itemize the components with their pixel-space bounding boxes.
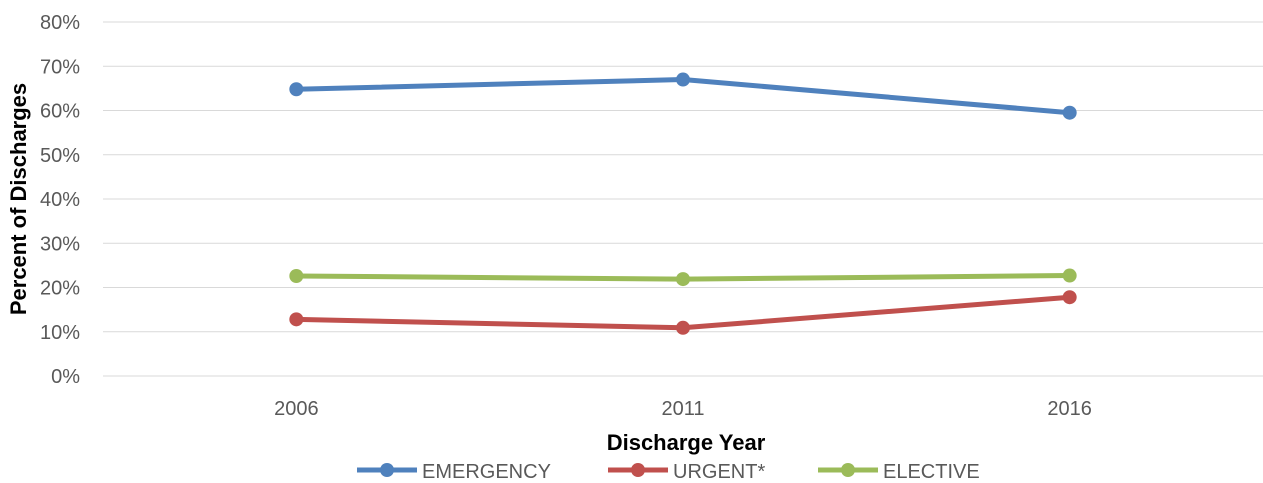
x-axis-title: Discharge Year (607, 430, 766, 455)
y-tick-label: 30% (40, 233, 80, 255)
data-point (1062, 290, 1077, 305)
y-tick-label: 60% (40, 101, 80, 123)
x-tick-label: 2016 (1047, 398, 1092, 420)
series-emergency (289, 72, 1077, 120)
legend-label: ELECTIVE (883, 461, 980, 483)
legend-item: ELECTIVE (818, 461, 980, 483)
data-point (676, 72, 690, 87)
x-tick-label: 2011 (661, 398, 704, 420)
y-tick-label: 80% (40, 12, 80, 34)
legend-label: URGENT* (673, 461, 765, 483)
legend-marker (380, 463, 394, 477)
data-point (1062, 268, 1077, 283)
series-elective (289, 268, 1077, 287)
legend-marker (631, 463, 645, 477)
series-lines (289, 72, 1077, 335)
y-tick-label: 10% (40, 322, 80, 344)
y-tick-label: 0% (51, 366, 80, 388)
legend-label: EMERGENCY (422, 461, 551, 483)
legend: EMERGENCY URGENT* ELECTIVE (357, 461, 980, 483)
y-axis-title: Percent of Discharges (6, 83, 31, 315)
data-point (289, 268, 304, 283)
legend-item: URGENT* (608, 461, 765, 483)
x-tick-label: 2006 (274, 398, 319, 420)
data-point (676, 320, 690, 335)
y-axis-ticks: 0% 10% 20% 30% 40% 50% 60% 70% 80% (40, 12, 80, 388)
y-tick-label: 40% (40, 189, 80, 211)
legend-item: EMERGENCY (357, 461, 551, 483)
data-point (289, 82, 304, 97)
legend-marker (841, 463, 855, 477)
data-point (289, 312, 304, 327)
data-point (676, 272, 690, 287)
data-point (1062, 105, 1077, 120)
x-axis-ticks: 2006 2011 2016 (274, 398, 1092, 420)
gridlines (103, 21, 1263, 377)
y-tick-label: 50% (40, 145, 80, 167)
y-tick-label: 20% (40, 278, 80, 300)
series-urgent (289, 290, 1077, 335)
y-tick-label: 70% (40, 56, 80, 78)
